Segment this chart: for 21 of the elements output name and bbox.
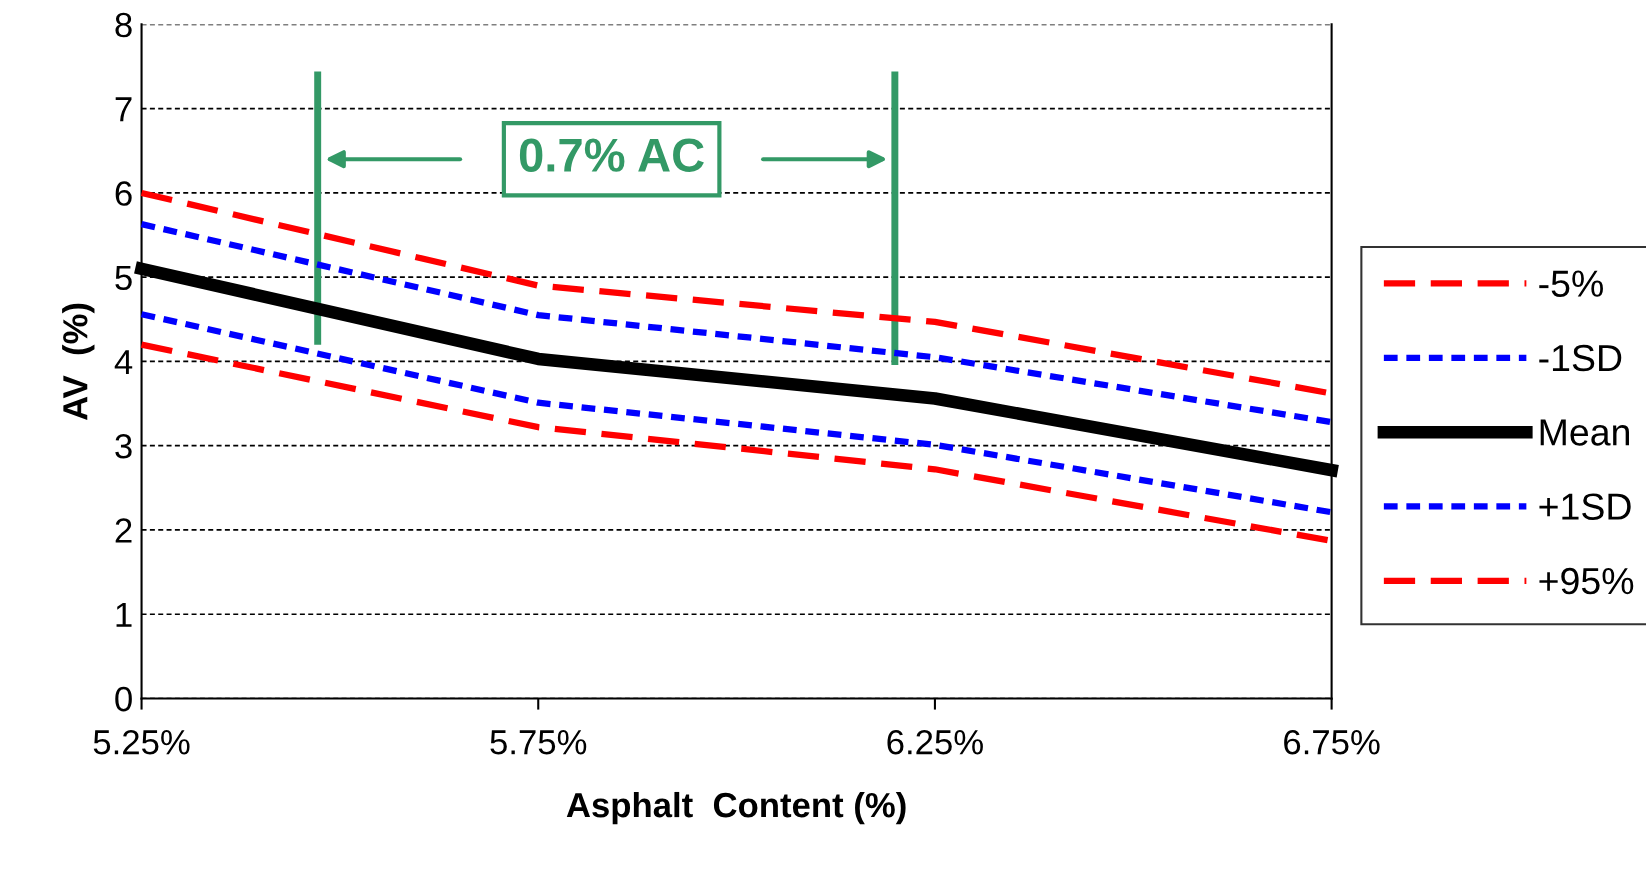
- y-tick-label: 3: [115, 434, 132, 459]
- x-tick-label: 6.25%: [887, 729, 983, 755]
- x-axis-title: Asphalt Content (%): [566, 791, 906, 825]
- y-tick-label: 4: [114, 350, 133, 375]
- y-axis-title: AV (%): [62, 303, 95, 421]
- x-tick-label: 5.25%: [93, 729, 190, 755]
- x-tick-label: 5.75%: [490, 730, 587, 755]
- y-tick-label: 5: [115, 265, 132, 291]
- y-tick-label: 6: [115, 181, 132, 206]
- legend-label: -1SD: [1539, 344, 1622, 372]
- y-tick-label: 0: [115, 686, 132, 712]
- annotation: 0.7% AC: [519, 138, 704, 172]
- legend-label: -5%: [1539, 270, 1603, 297]
- x-tick-label: 6.75%: [1284, 729, 1380, 755]
- legend-label: +95%: [1539, 567, 1634, 595]
- y-tick-label: 2: [115, 518, 132, 543]
- legend-label: +1SD: [1539, 493, 1631, 520]
- y-tick-label: 8: [115, 12, 132, 38]
- y-tick-label: 1: [116, 602, 132, 627]
- legend-label: Mean: [1540, 419, 1629, 446]
- y-tick-label: 7: [115, 97, 132, 122]
